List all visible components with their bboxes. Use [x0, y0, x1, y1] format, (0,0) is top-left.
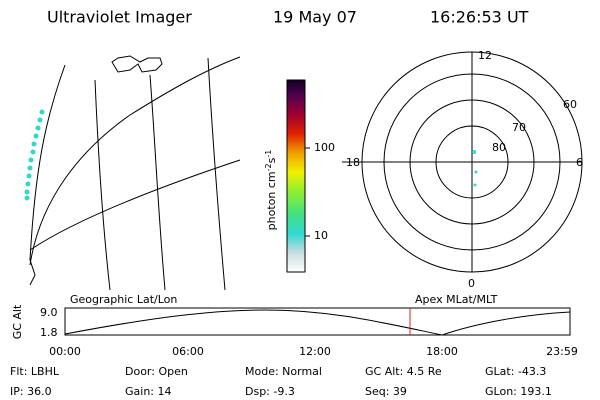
timeline-right-title: Apex MLat/MLT: [415, 293, 498, 306]
status-field: Flt: LBHL: [10, 365, 60, 378]
status-field: Mode: Normal: [245, 365, 322, 378]
polar-plot: [342, 51, 583, 273]
polar-label: 0: [468, 277, 475, 290]
colorbar-tick-label: 100: [314, 141, 335, 154]
label-part: photon cm: [265, 171, 278, 230]
colorbar-tick-label: 10: [314, 229, 328, 242]
status-field: GLat: -43.3: [485, 365, 546, 378]
status-field: IP: 36.0: [10, 385, 52, 398]
status-field: Seq: 39: [365, 385, 407, 398]
timeline-x-tick: 23:59: [546, 345, 578, 358]
timeline-axis-label: GC Alt: [11, 304, 24, 339]
timeline-x-tick: 00:00: [49, 345, 81, 358]
status-field: Door: Open: [125, 365, 188, 378]
timeline-x-tick: 18:00: [426, 345, 458, 358]
label-part: s: [265, 157, 278, 163]
status-field: GLon: 193.1: [485, 385, 552, 398]
label-part: -1: [264, 150, 273, 158]
aurora: [24, 109, 45, 201]
polar-label: 60: [563, 98, 577, 111]
altitude-curve: [64, 309, 571, 336]
status-field: Dsp: -9.3: [245, 385, 295, 398]
polar-label: 70: [512, 121, 526, 134]
colorbar: [286, 79, 306, 273]
timeline-left-title: Geographic Lat/Lon: [70, 293, 177, 306]
polar-label: 18: [346, 156, 360, 169]
timeline-y-tick: 9.0: [40, 306, 58, 319]
timeline-x-tick: 12:00: [299, 345, 331, 358]
time: 16:26:53 UT: [430, 8, 529, 27]
date: 19 May 07: [273, 8, 357, 27]
status-field: GC Alt: 4.5 Re: [365, 365, 442, 378]
timeline-box: [64, 307, 571, 336]
colorbar-label: photon cm-2s-1: [264, 150, 279, 231]
polar-label: 12: [478, 49, 492, 62]
status-field: Gain: 14: [125, 385, 172, 398]
map: [24, 55, 241, 291]
timeline-x-tick: 06:00: [172, 345, 204, 358]
polar-label: 80: [492, 141, 506, 154]
polar-label: 6: [576, 156, 583, 169]
instrument-title: Ultraviolet Imager: [47, 8, 192, 27]
label-part: -2: [264, 163, 273, 171]
timeline-y-tick: 1.8: [40, 326, 58, 339]
